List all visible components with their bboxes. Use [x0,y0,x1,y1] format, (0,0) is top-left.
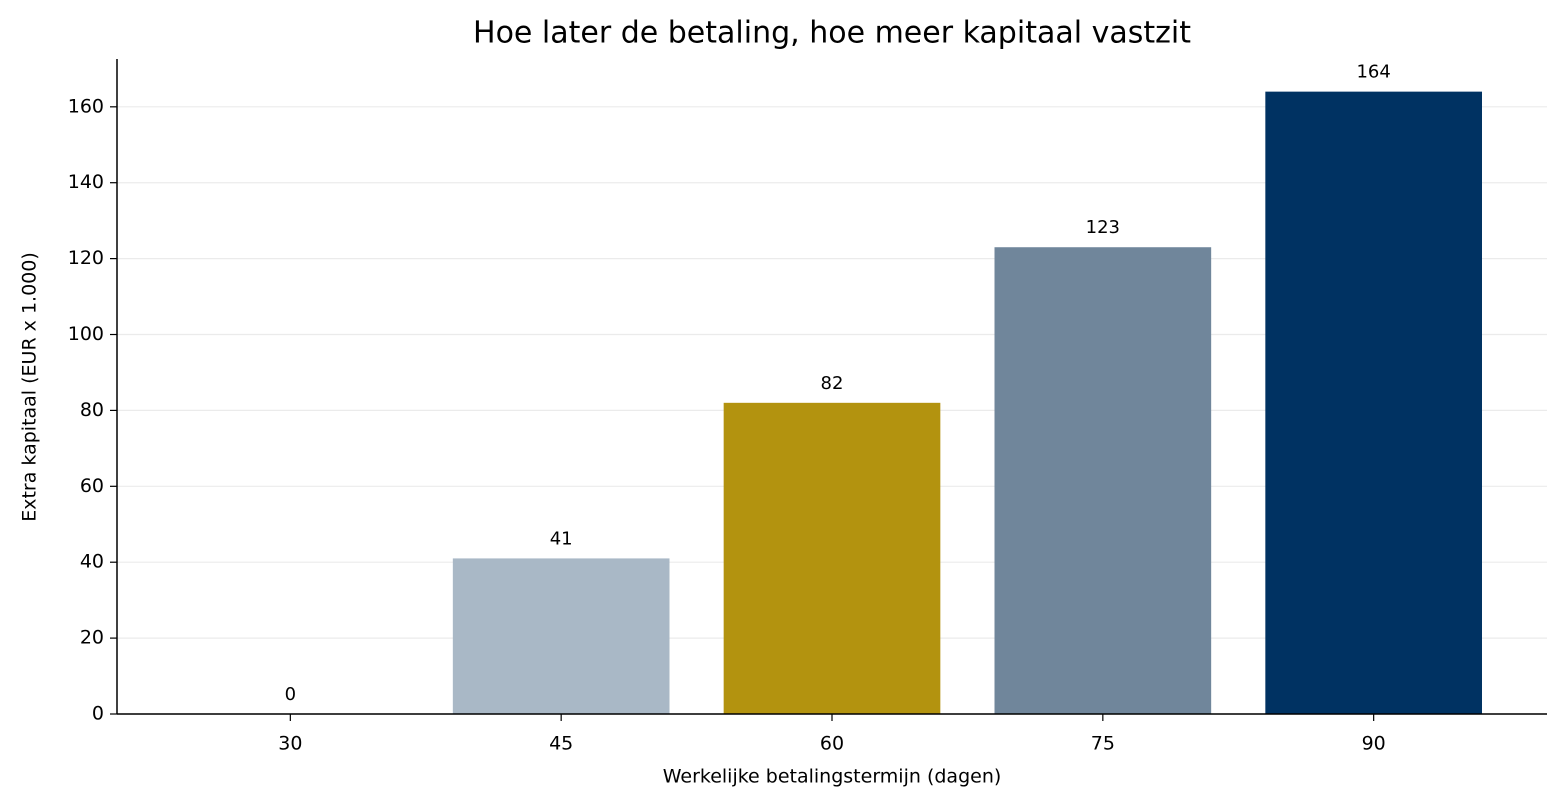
y-tick-label: 140 [68,171,104,193]
value-label: 82 [821,373,844,394]
chart-title: Hoe later de betaling, hoe meer kapitaal… [473,16,1191,51]
y-axis-label: Extra kapitaal (EUR x 1.000) [19,252,41,522]
x-tick-label: 60 [820,733,844,755]
y-tick-label: 80 [80,399,104,421]
y-tick-label: 40 [80,551,104,573]
y-tick-label: 60 [80,475,104,497]
y-tick-label: 100 [68,323,104,345]
x-tick-label: 30 [278,733,302,755]
bar [452,558,670,714]
y-tick-label: 20 [80,627,104,649]
x-axis-label: Werkelijke betalingstermijn (dagen) [663,766,1002,788]
bar [1265,91,1482,714]
value-label: 41 [550,528,573,549]
value-label: 164 [1356,62,1390,83]
y-tick-label: 160 [68,95,104,117]
bar [994,247,1212,714]
value-label: 0 [285,684,296,705]
x-tick-label: 45 [549,733,573,755]
x-tick-label: 90 [1362,733,1386,755]
y-tick-label: 0 [92,703,104,725]
bar [723,402,941,714]
value-label: 123 [1086,217,1120,238]
y-tick-label: 120 [68,247,104,269]
x-tick-label: 75 [1091,733,1115,755]
